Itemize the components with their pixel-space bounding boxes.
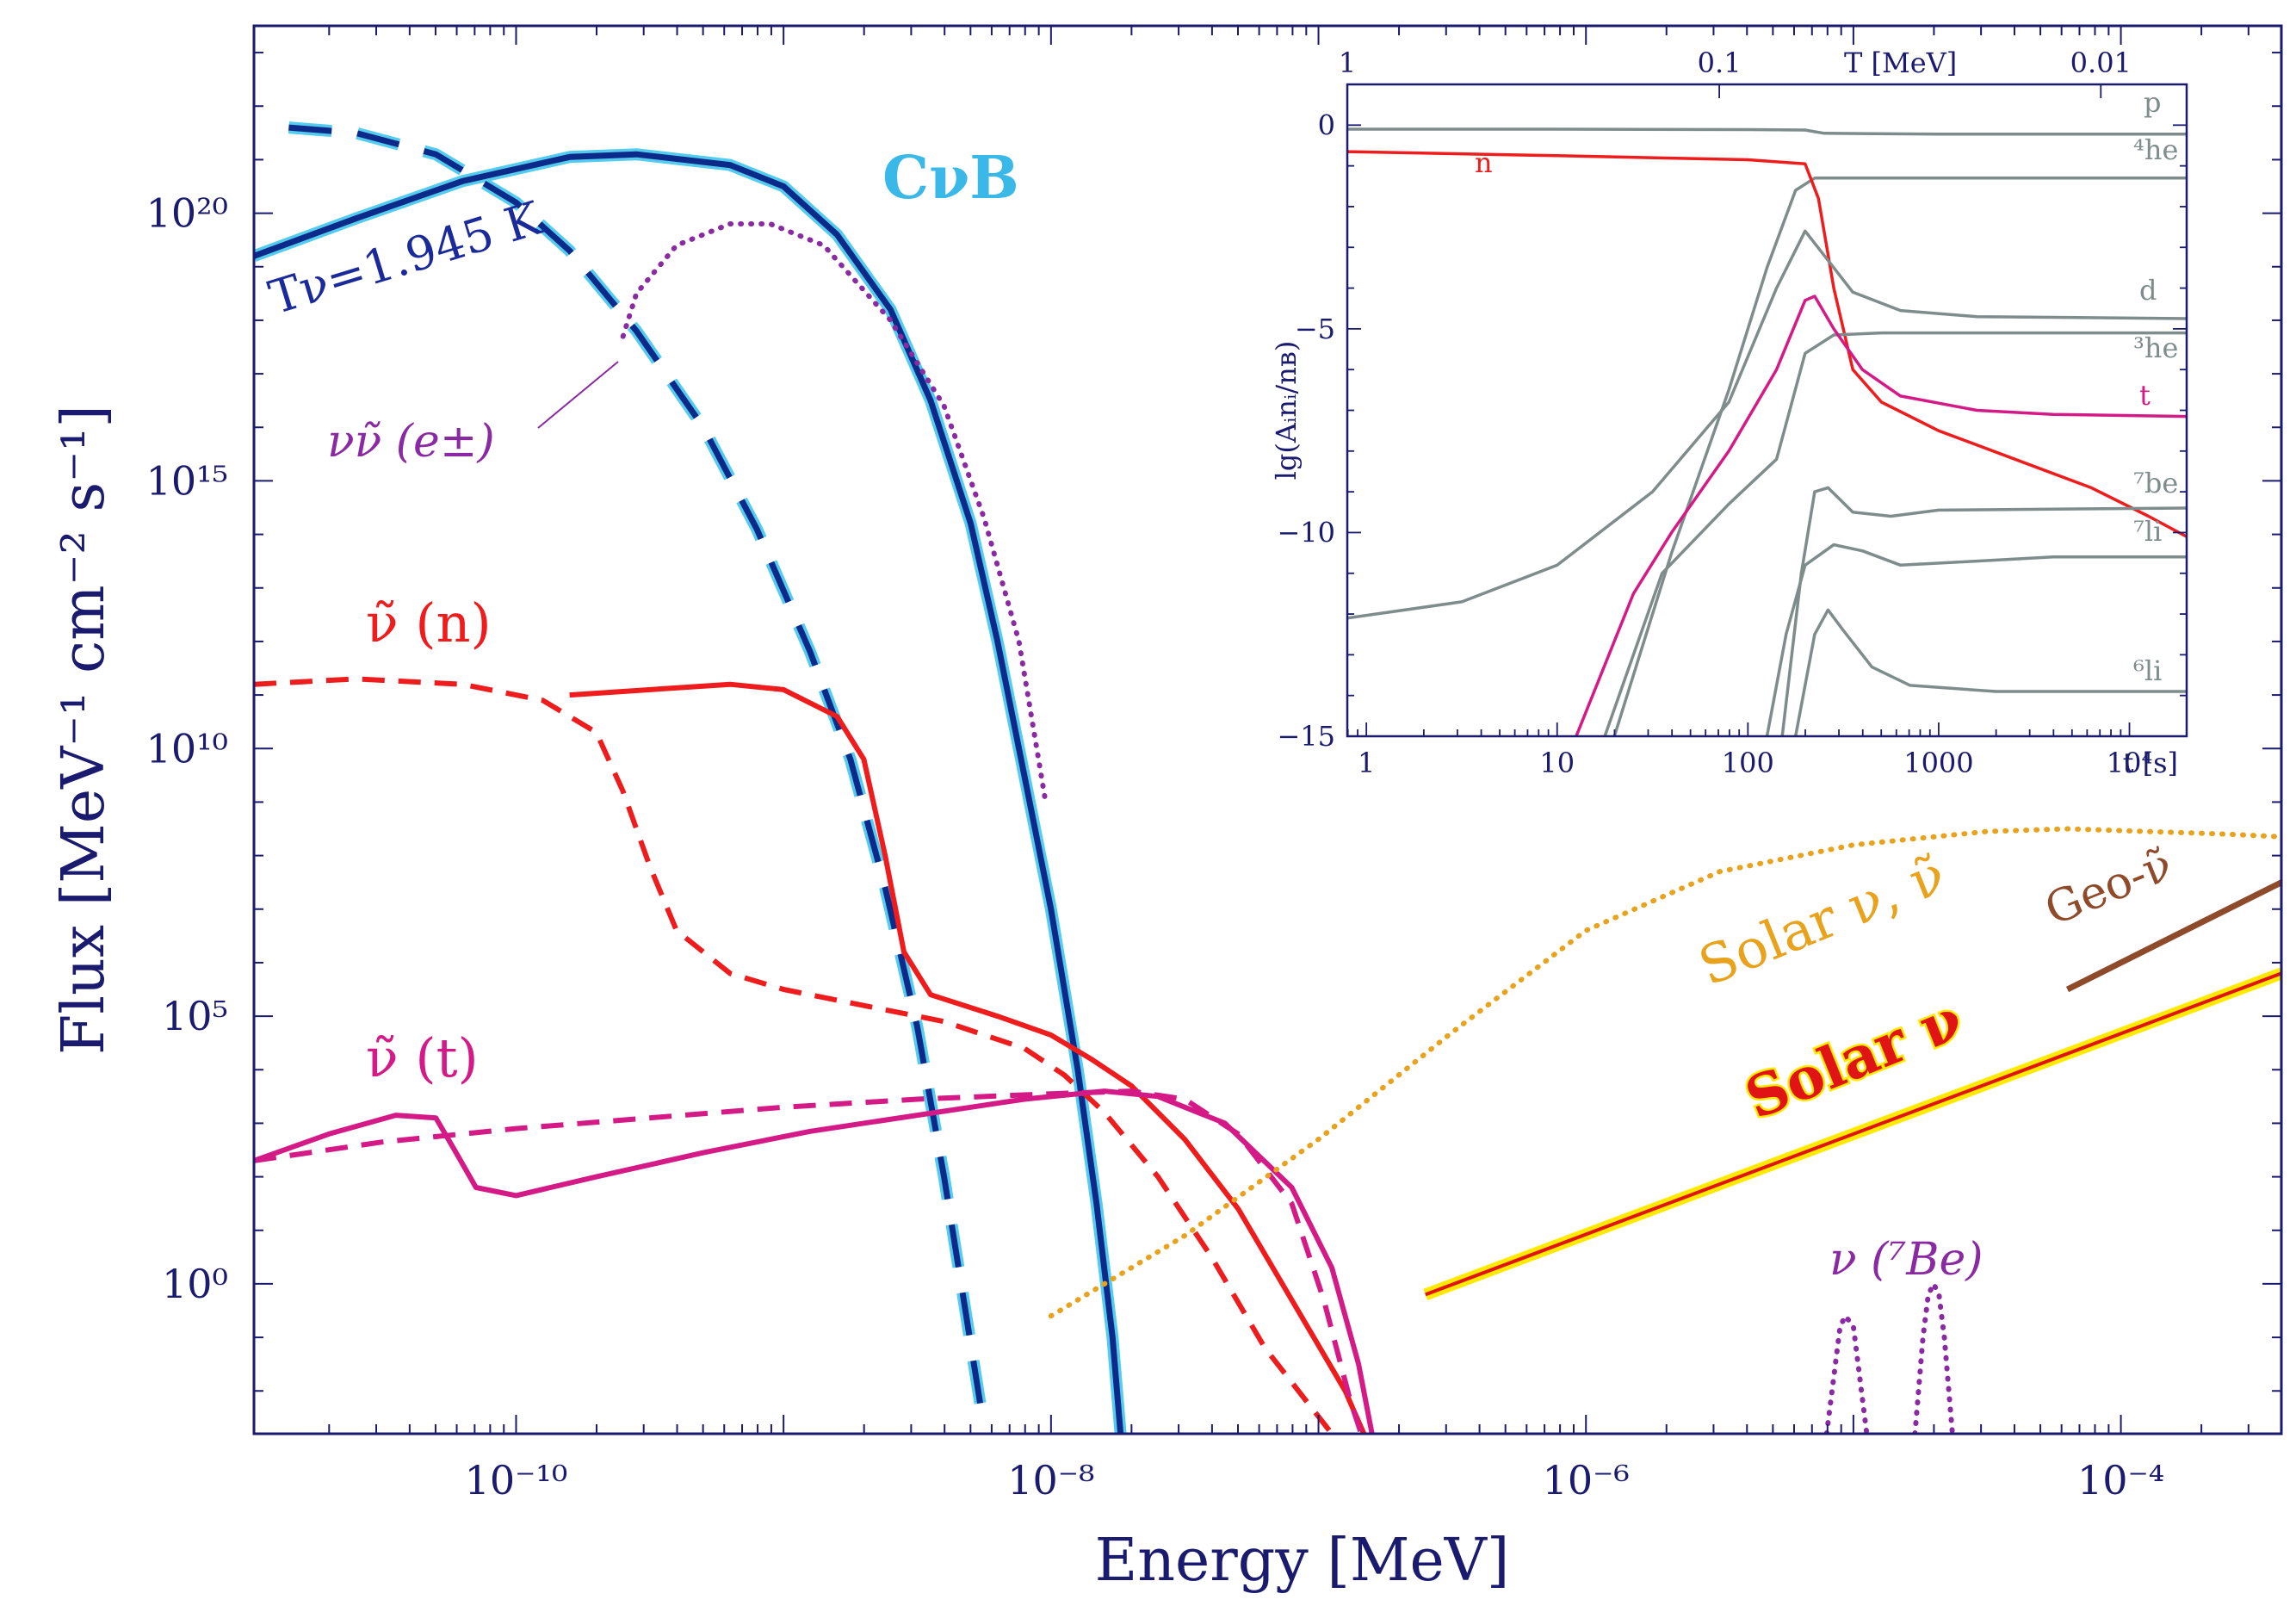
label-cnub: CνB [882, 144, 1019, 213]
solar_nu-curve [1425, 971, 2281, 1297]
label-pair: νν̃ (e±) [327, 416, 495, 468]
inset-be7-curve [1780, 486, 2187, 736]
inset-he3-curve [1603, 331, 2187, 736]
y-tick-label: 10⁰ [162, 1261, 228, 1307]
inset-top-axis-label: T [MeV] [1844, 46, 1957, 79]
inset-x-tick-label: 10 [1539, 747, 1575, 779]
nu_n_solid-curve [569, 681, 1367, 1434]
x-tick-label: 10⁻⁴ [2077, 1457, 2164, 1504]
x-tick-label: 10⁻¹⁰ [465, 1457, 568, 1504]
inset-x-tick-label: 100 [1722, 747, 1774, 779]
inset-li6-curve [1793, 608, 2187, 736]
cnub_dashed-curve [288, 124, 987, 1429]
label-solar-nu: Solar ν [1736, 985, 1971, 1132]
inset-curve-layer [1347, 127, 2187, 736]
label-nu-n: ν̃ (n) [366, 592, 492, 654]
y-tick-label: 10⁵ [162, 993, 228, 1039]
inset-top-tick-label: 1 [1339, 46, 1356, 79]
inset-y-tick-label: −5 [1295, 313, 1335, 345]
y-tick-label: 10¹⁵ [146, 457, 228, 504]
inset-label-he3: ³he [2133, 332, 2178, 364]
y-tick-label: 10²⁰ [146, 190, 228, 237]
inset-label-d: d [2139, 274, 2157, 307]
inset-x-tick-label: 10⁴ [2107, 747, 2153, 779]
geo-curve [2065, 879, 2281, 993]
main-plot-frame [252, 24, 2283, 1435]
nu_t_solid-curve [254, 1088, 1375, 1434]
inset-top-tick-label: 0.1 [1698, 46, 1742, 79]
main-plot-curves [254, 121, 2281, 1434]
inset-label-n: n [1475, 146, 1493, 179]
nu_t_dashed-curve [254, 1088, 1365, 1434]
inset-y-tick-label: −10 [1277, 516, 1335, 549]
main-plot-axes: 10⁻¹⁰ 10⁻⁸ 10⁻⁶ 10⁻⁴ 10⁰ 10⁵ 10¹⁰ 10¹⁵ 10²⁰ Energ… [50, 24, 2283, 1595]
inset-y-tick-label: 0 [1318, 108, 1335, 141]
inset-x-tick-label: 1000 [1903, 747, 1973, 779]
label-geo: Geo-ν̃ [2038, 839, 2179, 936]
cnub_solid-halo [254, 148, 1127, 1434]
inset-label-li7: ⁷li [2133, 515, 2162, 548]
inset-y-tick-label: −15 [1277, 720, 1335, 753]
inset-n-curve [1347, 150, 2187, 538]
inset-label-li6: ⁶li [2133, 654, 2162, 687]
cnub_solid-curve [254, 151, 1124, 1434]
y-tick-label: 10¹⁰ [146, 725, 228, 772]
solar_dotted-curve [1048, 826, 2281, 1319]
label-be7: ν (⁷Be) [1829, 1234, 1983, 1286]
inset-t-curve [1575, 294, 2187, 736]
cnub_dashed-halo [288, 121, 991, 1429]
inset-y-axis-label: lg(Aᵢnᵢ/nʙ) [1270, 341, 1303, 480]
inset-label-t: t [2139, 379, 2151, 412]
main-curve-layer [254, 121, 2281, 1434]
x-tick-label: 10⁻⁶ [1543, 1457, 1630, 1504]
x-axis-label: Energy [MeV] [1095, 1527, 1510, 1595]
be7_b-curve [1912, 1280, 1955, 1434]
nu_n_dashed-curve [254, 676, 1334, 1434]
inset-label-p: p [2144, 86, 2161, 119]
x-tick-label: 10⁻⁸ [1007, 1457, 1094, 1504]
inset-li7-curve [1765, 542, 2187, 736]
inset-p-curve [1347, 127, 2187, 136]
label-nu-t: ν̃ (t) [366, 1026, 479, 1089]
inset-d-curve [1347, 229, 2187, 620]
label-solar-nu-nubar: Solar ν, ν̃ [1690, 843, 1953, 998]
y-axis-label: Flux [MeV⁻¹ cm⁻² s⁻¹] [50, 405, 118, 1055]
inset-background [1347, 84, 2187, 736]
be7_a-curve [1823, 1313, 1870, 1434]
pair-leader-line [537, 361, 619, 429]
inset-top-tick-label: 0.01 [2070, 46, 2132, 79]
inset-x-axis-label: t [s] [2123, 747, 2178, 779]
inset-label-be7: ⁷be [2133, 467, 2178, 499]
label-temperature: Tν=1.945 K [263, 190, 548, 325]
inset-label-he4: ⁴he [2133, 133, 2178, 166]
inset-x-tick-label: 1 [1358, 747, 1375, 779]
inset-he4-curve [1612, 177, 2187, 736]
